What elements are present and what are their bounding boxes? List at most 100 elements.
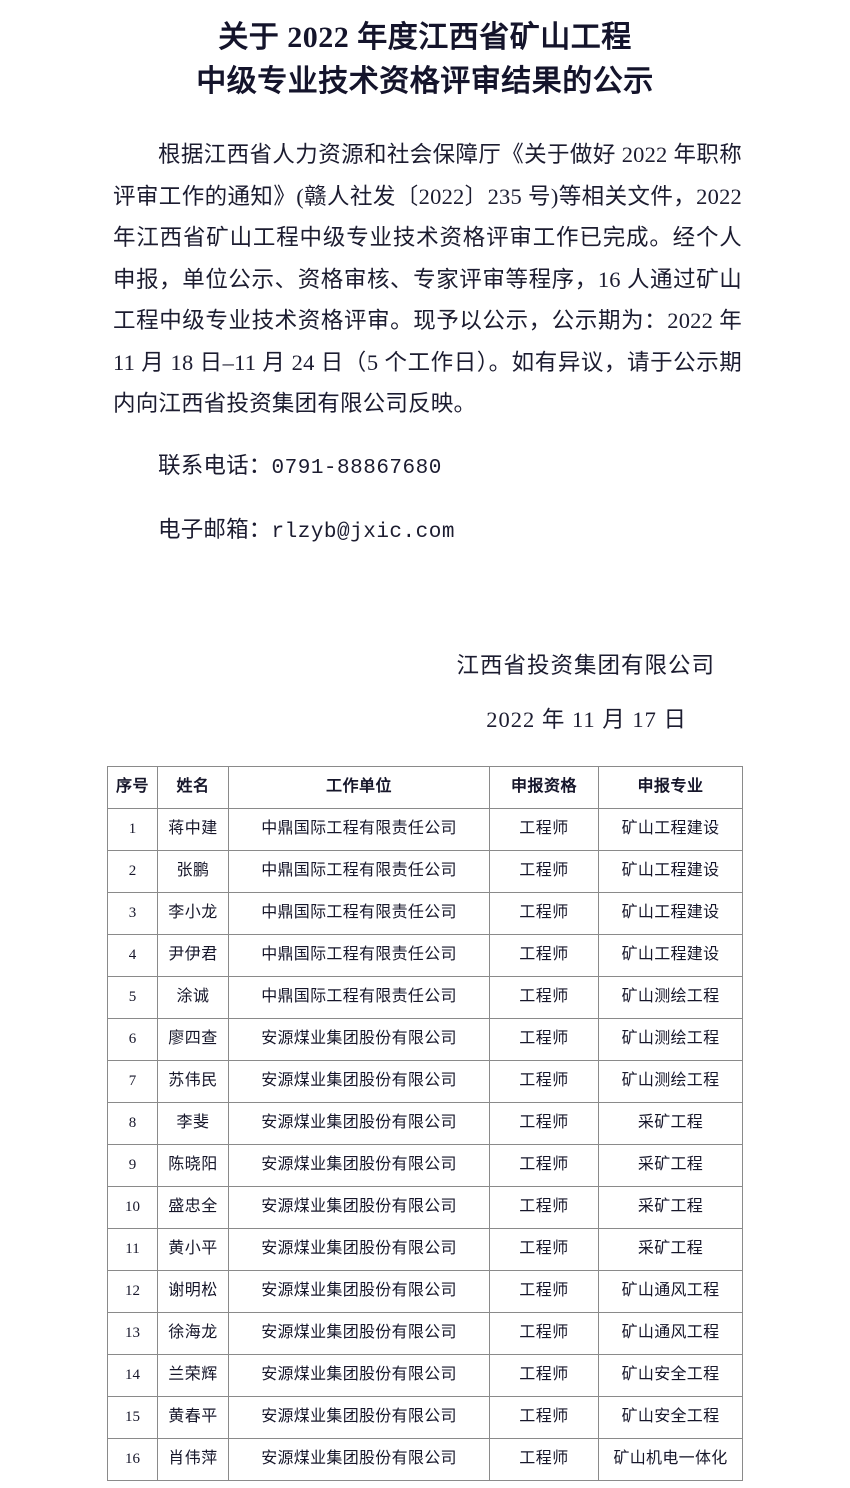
cell-index: 15 [107,1395,158,1439]
table-row: 7 苏伟民 安源煤业集团股份有限公司 工程师 矿山测绘工程 [107,1059,743,1103]
cell-major: 矿山工程建设 [598,849,743,893]
cell-index: 6 [107,1017,158,1061]
cell-major: 采矿工程 [598,1227,743,1271]
cell-index: 11 [107,1227,158,1271]
column-header-organization: 工作单位 [228,765,490,809]
table-row: 11 黄小平 安源煤业集团股份有限公司 工程师 采矿工程 [107,1227,743,1271]
cell-qualification: 工程师 [489,1227,599,1271]
cell-name: 廖四查 [157,1017,229,1061]
table-row: 6 廖四查 安源煤业集团股份有限公司 工程师 矿山测绘工程 [107,1017,743,1061]
cell-qualification: 工程师 [489,1269,599,1313]
contact-phone-line: 联系电话：0791-88867680 [113,425,742,490]
cell-qualification: 工程师 [489,975,599,1019]
cell-organization: 安源煤业集团股份有限公司 [228,1185,490,1229]
cell-name: 涂诚 [157,975,229,1019]
cell-major: 矿山工程建设 [598,891,743,935]
cell-major: 矿山通风工程 [598,1269,743,1313]
results-table-container: 序号 姓名 工作单位 申报资格 申报专业 1 蒋中建 中鼎国际工程有限责任公司 工程师… [0,737,850,1481]
contact-email-label: 电子邮箱： [158,517,272,542]
cell-index: 8 [107,1101,158,1145]
cell-name: 尹伊君 [157,933,229,977]
cell-major: 矿山工程建设 [598,933,743,977]
cell-index: 14 [107,1353,158,1397]
cell-organization: 安源煤业集团股份有限公司 [228,1017,490,1061]
announcement-paragraph: 根据江西省人力资源和社会保障厅《关于做好 2022 年职称评审工作的通知》(赣人… [113,142,742,416]
cell-name: 黄小平 [157,1227,229,1271]
cell-qualification: 工程师 [489,1185,599,1229]
page-title-line-1: 关于 2022 年度江西省矿山工程 [218,21,632,54]
cell-major: 矿山工程建设 [598,807,743,851]
table-row: 1 蒋中建 中鼎国际工程有限责任公司 工程师 矿山工程建设 [107,807,743,851]
table-row: 8 李斐 安源煤业集团股份有限公司 工程师 采矿工程 [107,1101,743,1145]
cell-qualification: 工程师 [489,1143,599,1187]
page-title-line-2: 中级专业技术资格评审结果的公示 [196,65,654,98]
cell-qualification: 工程师 [489,1017,599,1061]
cell-name: 黄春平 [157,1395,229,1439]
cell-index: 12 [107,1269,158,1313]
contact-phone-value: 0791-88867680 [271,456,442,480]
contact-email-line: 电子邮箱：rlzyb@jxic.com [113,489,742,554]
signature-block: 江西省投资集团有限公司 2022 年 11 月 17 日 [0,554,850,737]
table-body: 1 蒋中建 中鼎国际工程有限责任公司 工程师 矿山工程建设 2 张鹏 中鼎国际工程有限责任公司… [107,807,743,1481]
cell-organization: 中鼎国际工程有限责任公司 [228,891,490,935]
cell-major: 矿山测绘工程 [598,975,743,1019]
cell-organization: 安源煤业集团股份有限公司 [228,1143,490,1187]
table-row: 9 陈晓阳 安源煤业集团股份有限公司 工程师 采矿工程 [107,1143,743,1187]
cell-organization: 安源煤业集团股份有限公司 [228,1269,490,1313]
cell-major: 矿山安全工程 [598,1395,743,1439]
cell-major: 矿山测绘工程 [598,1017,743,1061]
cell-qualification: 工程师 [489,807,599,851]
document-body: 根据江西省人力资源和社会保障厅《关于做好 2022 年职称评审工作的通知》(赣人… [0,104,850,554]
cell-major: 矿山通风工程 [598,1311,743,1355]
table-row: 12 谢明松 安源煤业集团股份有限公司 工程师 矿山通风工程 [107,1269,743,1313]
cell-organization: 中鼎国际工程有限责任公司 [228,849,490,893]
table-row: 4 尹伊君 中鼎国际工程有限责任公司 工程师 矿山工程建设 [107,933,743,977]
table-header-row: 序号 姓名 工作单位 申报资格 申报专业 [107,765,743,809]
table-row: 5 涂诚 中鼎国际工程有限责任公司 工程师 矿山测绘工程 [107,975,743,1019]
table-row: 16 肖伟萍 安源煤业集团股份有限公司 工程师 矿山机电一体化 [107,1437,743,1481]
table-row: 2 张鹏 中鼎国际工程有限责任公司 工程师 矿山工程建设 [107,849,743,893]
results-table: 序号 姓名 工作单位 申报资格 申报专业 1 蒋中建 中鼎国际工程有限责任公司 工程师… [107,765,743,1481]
table-row: 13 徐海龙 安源煤业集团股份有限公司 工程师 矿山通风工程 [107,1311,743,1355]
cell-qualification: 工程师 [489,891,599,935]
cell-major: 矿山测绘工程 [598,1059,743,1103]
cell-organization: 中鼎国际工程有限责任公司 [228,933,490,977]
column-header-name: 姓名 [157,765,229,809]
column-header-major: 申报专业 [598,765,743,809]
cell-qualification: 工程师 [489,933,599,977]
cell-major: 矿山机电一体化 [598,1437,743,1481]
cell-major: 矿山安全工程 [598,1353,743,1397]
cell-qualification: 工程师 [489,849,599,893]
cell-index: 7 [107,1059,158,1103]
cell-name: 张鹏 [157,849,229,893]
cell-index: 10 [107,1185,158,1229]
column-header-index: 序号 [107,765,158,809]
cell-name: 李斐 [157,1101,229,1145]
contact-email-value: rlzyb@jxic.com [271,521,455,544]
cell-major: 采矿工程 [598,1143,743,1187]
signature-date: 2022 年 11 月 17 日 [486,706,687,732]
signature-organization: 江西省投资集团有限公司 [456,652,715,678]
cell-organization: 安源煤业集团股份有限公司 [228,1437,490,1481]
cell-name: 谢明松 [157,1269,229,1313]
cell-index: 16 [107,1437,158,1481]
cell-index: 13 [107,1311,158,1355]
cell-index: 3 [107,891,158,935]
cell-organization: 安源煤业集团股份有限公司 [228,1101,490,1145]
cell-organization: 中鼎国际工程有限责任公司 [228,807,490,851]
cell-name: 肖伟萍 [157,1437,229,1481]
table-row: 15 黄春平 安源煤业集团股份有限公司 工程师 矿山安全工程 [107,1395,743,1439]
cell-name: 兰荣辉 [157,1353,229,1397]
cell-qualification: 工程师 [489,1437,599,1481]
cell-index: 5 [107,975,158,1019]
page-title: 关于 2022 年度江西省矿山工程 中级专业技术资格评审结果的公示 [0,0,850,104]
table-row: 14 兰荣辉 安源煤业集团股份有限公司 工程师 矿山安全工程 [107,1353,743,1397]
cell-organization: 安源煤业集团股份有限公司 [228,1353,490,1397]
cell-organization: 中鼎国际工程有限责任公司 [228,975,490,1019]
table-row: 3 李小龙 中鼎国际工程有限责任公司 工程师 矿山工程建设 [107,891,743,935]
cell-major: 采矿工程 [598,1101,743,1145]
cell-name: 徐海龙 [157,1311,229,1355]
cell-organization: 安源煤业集团股份有限公司 [228,1395,490,1439]
table-row: 10 盛忠全 安源煤业集团股份有限公司 工程师 采矿工程 [107,1185,743,1229]
